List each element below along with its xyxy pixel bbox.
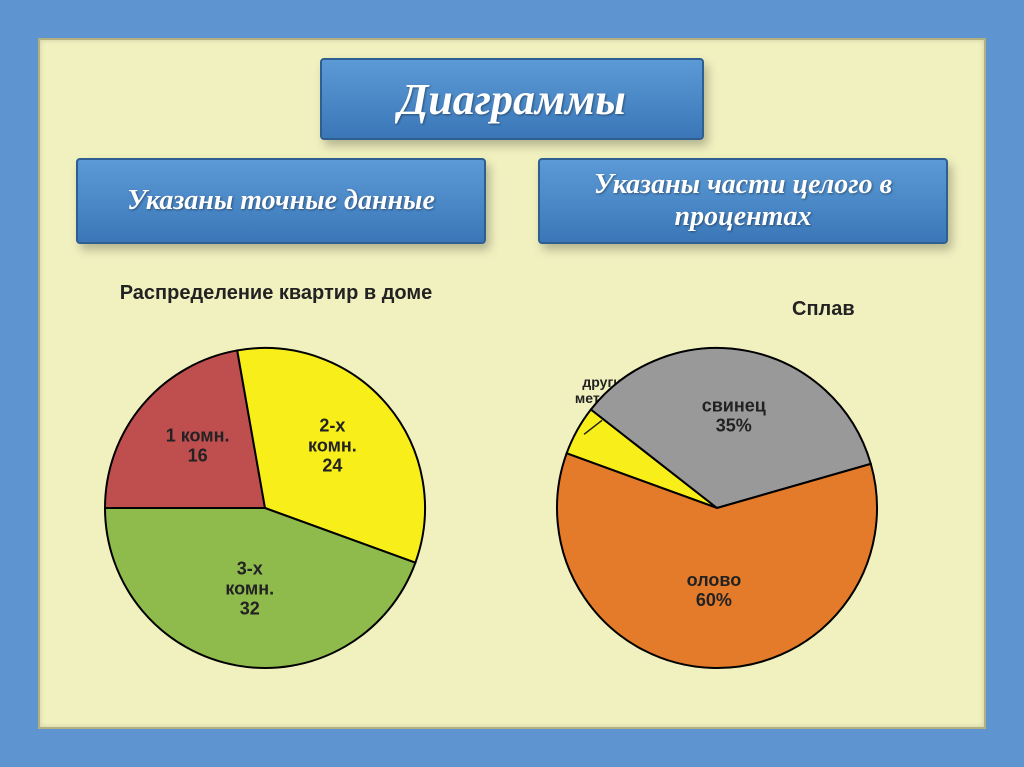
subtitle-right-text: Указаны части целого в процентах: [550, 169, 936, 233]
chart-right-wrap: Сплав другиеметаллы5% свинец35%олово60%: [512, 278, 984, 703]
chart-left-wrap: Распределение квартир в доме 1 комн.162-…: [40, 278, 512, 703]
pie-chart-right: свинец35%олово60%: [512, 278, 984, 688]
outer-frame: Диаграммы Указаны точные данные Указаны …: [0, 0, 1024, 767]
charts-zone: Распределение квартир в доме 1 комн.162-…: [40, 278, 984, 703]
title-box: Диаграммы: [320, 58, 704, 140]
subtitle-left-text: Указаны точные данные: [127, 185, 435, 217]
subtitle-right-box: Указаны части целого в процентах: [538, 158, 948, 244]
pie-chart-left: 1 комн.162-хкомн.243-хкомн.32: [40, 278, 512, 688]
slide-panel: Диаграммы Указаны точные данные Указаны …: [38, 38, 986, 729]
title-text: Диаграммы: [398, 74, 626, 125]
subtitle-left-box: Указаны точные данные: [76, 158, 486, 244]
